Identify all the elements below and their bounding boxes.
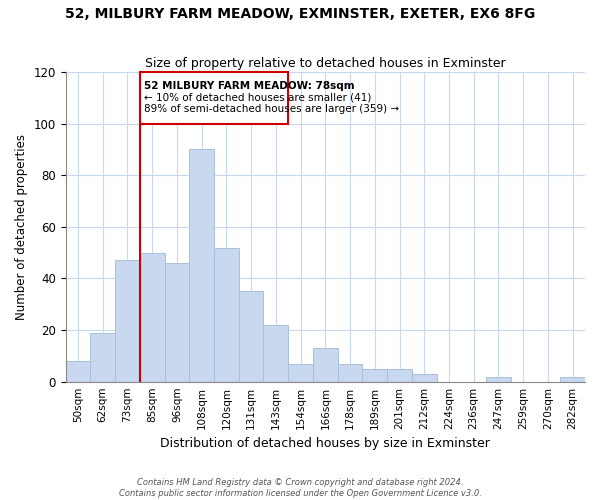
Bar xyxy=(486,376,511,382)
Y-axis label: Number of detached properties: Number of detached properties xyxy=(15,134,28,320)
Text: 89% of semi-detached houses are larger (359) →: 89% of semi-detached houses are larger (… xyxy=(143,104,398,115)
Bar xyxy=(164,263,190,382)
Bar xyxy=(263,325,288,382)
Bar xyxy=(190,150,214,382)
X-axis label: Distribution of detached houses by size in Exminster: Distribution of detached houses by size … xyxy=(160,437,490,450)
Bar xyxy=(140,72,288,124)
Bar xyxy=(387,369,412,382)
Bar xyxy=(560,376,585,382)
Bar xyxy=(412,374,437,382)
Text: 52 MILBURY FARM MEADOW: 78sqm: 52 MILBURY FARM MEADOW: 78sqm xyxy=(143,81,354,91)
Bar xyxy=(140,252,164,382)
Bar xyxy=(313,348,338,382)
Bar xyxy=(214,248,239,382)
Bar xyxy=(362,369,387,382)
Bar xyxy=(115,260,140,382)
Text: 52, MILBURY FARM MEADOW, EXMINSTER, EXETER, EX6 8FG: 52, MILBURY FARM MEADOW, EXMINSTER, EXET… xyxy=(65,8,535,22)
Bar xyxy=(65,361,91,382)
Bar xyxy=(288,364,313,382)
Text: ← 10% of detached houses are smaller (41): ← 10% of detached houses are smaller (41… xyxy=(143,93,371,103)
Text: Contains HM Land Registry data © Crown copyright and database right 2024.
Contai: Contains HM Land Registry data © Crown c… xyxy=(119,478,481,498)
Bar xyxy=(338,364,362,382)
Bar xyxy=(239,292,263,382)
Title: Size of property relative to detached houses in Exminster: Size of property relative to detached ho… xyxy=(145,56,506,70)
Bar xyxy=(91,332,115,382)
